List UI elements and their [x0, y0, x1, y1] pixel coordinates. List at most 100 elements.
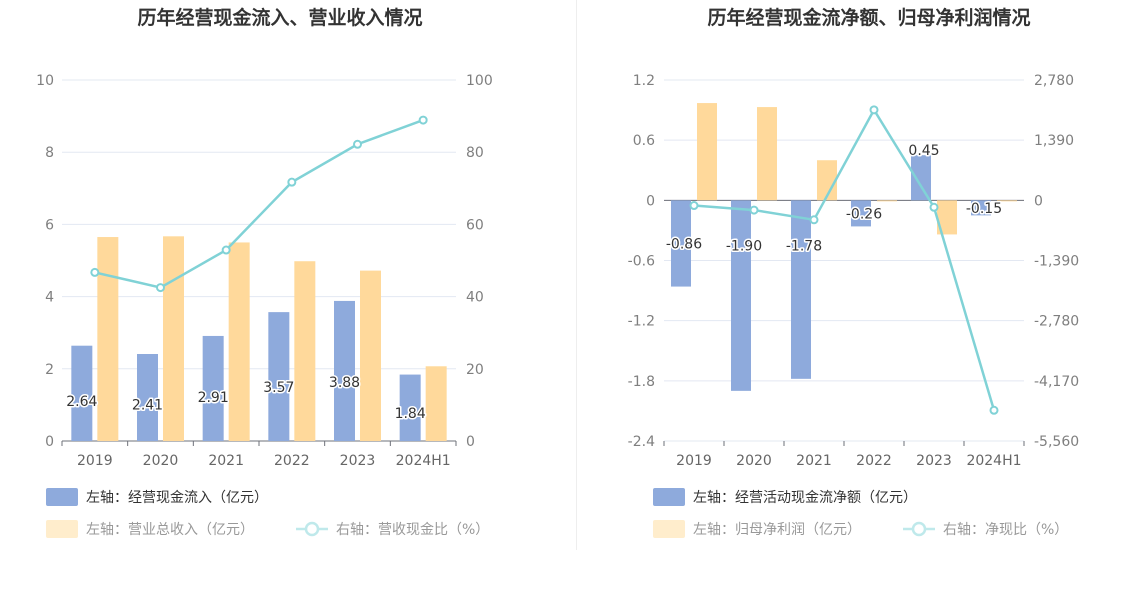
line-point: [287, 177, 297, 187]
bar: [228, 242, 250, 441]
panel-divider: [576, 0, 577, 550]
line-point: [749, 205, 759, 215]
bar: [851, 200, 871, 227]
legend-label: 左轴：归母净利润（亿元）: [693, 521, 861, 538]
data-label: 3.88: [329, 375, 360, 391]
x-tick-label: 2021: [208, 453, 244, 469]
y-left-tick-label: 0.6: [633, 133, 655, 149]
bar: [877, 200, 897, 202]
line-point: [418, 115, 428, 125]
y-left-tick-label: -2.4: [628, 434, 655, 450]
bar: [791, 200, 811, 379]
bar: [971, 200, 991, 216]
line-point: [353, 139, 362, 149]
x-tick-label: 2019: [77, 453, 113, 469]
x-tick-label: 2024H1: [966, 453, 1021, 469]
legend-swatch: [653, 520, 685, 538]
y-left-tick-label: 0: [45, 434, 54, 450]
chart-title: 历年经营现金流净额、归母净利润情况: [707, 6, 1030, 29]
x-tick-label: 2022: [274, 453, 310, 469]
bar: [731, 200, 751, 391]
bar: [71, 345, 93, 441]
y-left-tick-label: 10: [36, 73, 54, 89]
y-left-tick-label: -1.2: [628, 314, 655, 330]
y-right-tick-label: 100: [466, 73, 493, 89]
y-right-tick-label: 0: [466, 434, 475, 450]
bar: [399, 374, 421, 441]
data-label: 2.91: [198, 390, 229, 406]
x-tick-label: 2024H1: [396, 453, 451, 469]
y-right-tick-label: -1,390: [1034, 254, 1079, 270]
bar: [163, 236, 184, 441]
y-left-tick-label: -1.8: [628, 374, 655, 390]
data-label: 0.45: [908, 143, 939, 159]
line-point: [869, 105, 879, 115]
bar: [697, 103, 717, 201]
bar: [911, 155, 931, 201]
legend-line-marker: [911, 521, 927, 537]
bar: [294, 261, 316, 441]
y-left-tick-label: 0: [646, 193, 655, 209]
bar: [817, 160, 837, 201]
x-tick-label: 2020: [736, 453, 772, 469]
line-point: [989, 405, 999, 415]
y-left-tick-label: 2: [45, 362, 54, 378]
y-right-tick-label: -5,560: [1034, 434, 1079, 450]
legend-label: 左轴：经营现金流入（亿元）: [86, 490, 268, 506]
legend-swatch: [46, 488, 78, 506]
chart-panel-net-cash: 历年经营现金流净额、归母净利润情况 -2.4 -1.8 -1.2 -0.6 0 0.6 1.…: [628, 6, 1079, 538]
legend-label: 左轴：经营活动现金流净额（亿元）: [693, 490, 917, 506]
y-right-tick-label: 0: [1034, 193, 1043, 209]
line-point: [156, 283, 165, 293]
y-right-tick-label: -2,780: [1034, 314, 1079, 330]
data-label: 3.57: [263, 380, 294, 396]
series-line: [693, 107, 996, 411]
x-tick-label: 2020: [143, 453, 179, 469]
y-left-tick-label: 4: [45, 290, 54, 306]
bar: [425, 366, 447, 441]
y-left-tick-label: 6: [45, 217, 54, 233]
data-label: -1.78: [786, 238, 822, 254]
legend-swatch: [46, 520, 78, 538]
data-label: -1.90: [726, 238, 762, 254]
bar: [334, 300, 355, 441]
data-label: -0.15: [966, 201, 1002, 217]
series-line: [94, 118, 424, 289]
legend-label: 右轴：营收现金比（%）: [336, 522, 489, 538]
line-point: [809, 215, 819, 225]
data-label: 1.84: [395, 406, 426, 422]
bar: [97, 237, 119, 441]
legend-label: 左轴：营业总收入（亿元）: [86, 522, 254, 538]
legend-swatch: [653, 488, 685, 506]
bar: [997, 200, 1017, 202]
y-right-tick-label: 2,780: [1034, 73, 1074, 89]
chart-title: 历年经营现金流入、营业收入情况: [137, 6, 422, 29]
data-label: -0.26: [846, 206, 882, 222]
y-right-tick-label: 60: [466, 217, 484, 233]
bar: [268, 312, 290, 441]
legend-line-marker: [304, 521, 320, 537]
bar: [671, 200, 691, 287]
y-right-tick-label: 80: [466, 145, 484, 161]
bar: [137, 353, 158, 441]
bar: [937, 200, 957, 235]
y-right-tick-label: 20: [466, 362, 484, 378]
bar: [202, 335, 224, 441]
x-tick-label: 2023: [340, 453, 376, 469]
bar: [757, 107, 777, 201]
x-tick-label: 2023: [916, 453, 952, 469]
line-point: [221, 245, 231, 255]
x-tick-label: 2019: [676, 453, 712, 469]
data-label: 2.64: [66, 394, 97, 410]
line-point: [90, 267, 100, 277]
y-right-tick-label: -4,170: [1034, 374, 1079, 390]
y-right-tick-label: 40: [466, 290, 484, 306]
y-left-tick-label: -0.6: [628, 254, 655, 270]
x-tick-label: 2022: [856, 453, 892, 469]
y-left-tick-label: 1.2: [633, 73, 655, 89]
y-right-tick-label: 1,390: [1034, 133, 1074, 149]
line-point: [689, 201, 699, 211]
legend-label: 右轴：净现比（%）: [943, 522, 1068, 538]
